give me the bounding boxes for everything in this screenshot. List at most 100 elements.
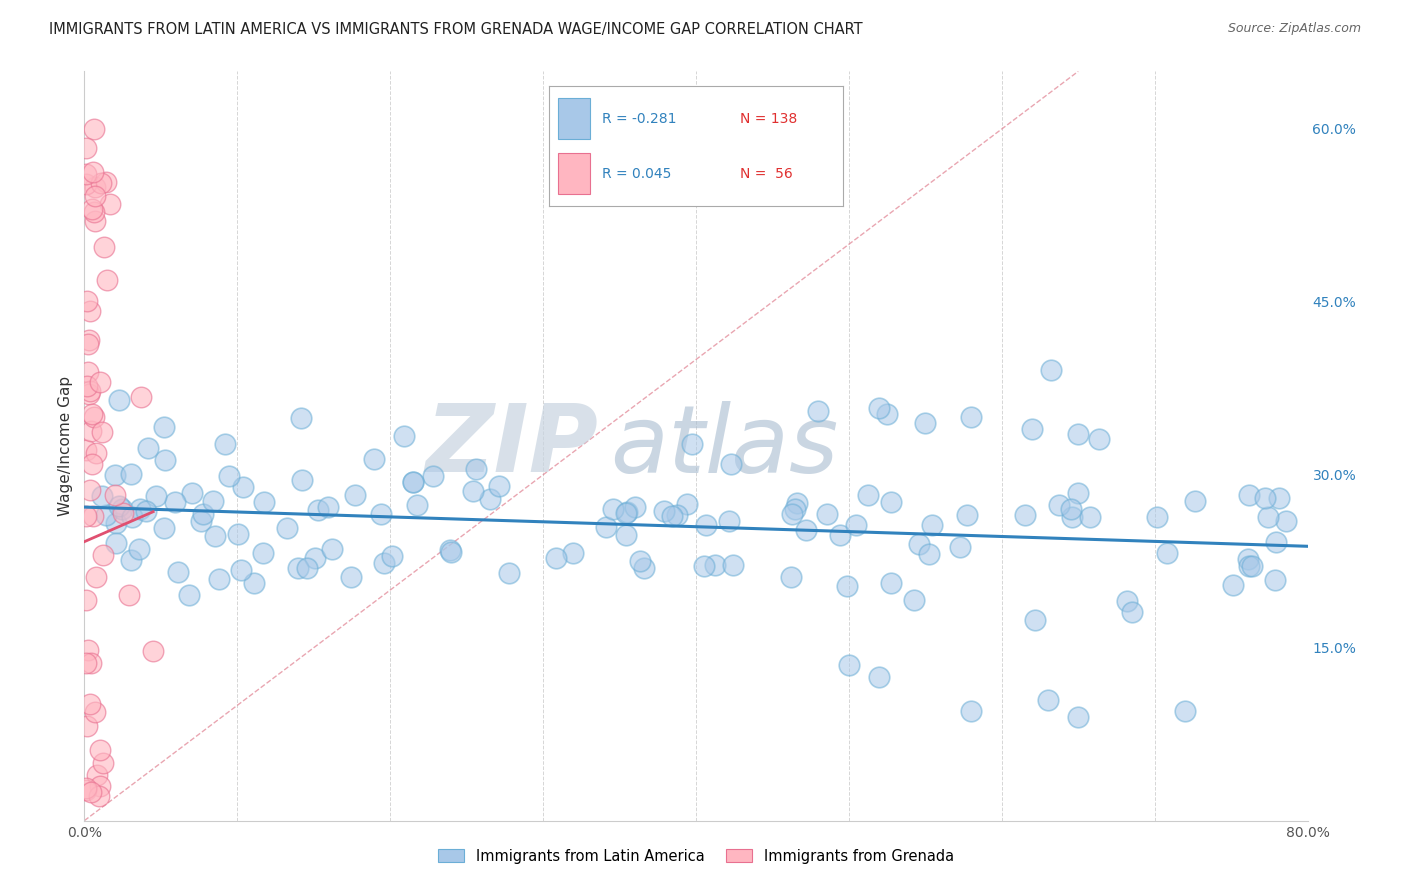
- Point: [1184, 494, 1206, 508]
- Point: [89, 742, 111, 756]
- Point: [960, 704, 983, 718]
- Point: [295, 561, 318, 575]
- Point: [914, 416, 936, 430]
- Point: [1257, 510, 1279, 524]
- Point: [82, 164, 104, 178]
- Point: [628, 554, 651, 568]
- Point: [720, 458, 742, 472]
- Point: [153, 420, 176, 434]
- Point: [876, 407, 898, 421]
- Point: [75, 780, 97, 795]
- Point: [498, 566, 520, 580]
- Point: [830, 528, 852, 542]
- Point: [815, 508, 838, 522]
- Point: [1222, 578, 1244, 592]
- Point: [108, 393, 131, 408]
- Point: [226, 527, 249, 541]
- Point: [704, 558, 727, 573]
- Point: [602, 502, 624, 516]
- Point: [1264, 573, 1286, 587]
- Point: [681, 436, 703, 450]
- Point: [84, 189, 107, 203]
- Point: [118, 588, 141, 602]
- Point: [316, 500, 339, 514]
- Point: [845, 517, 868, 532]
- Point: [488, 479, 510, 493]
- Point: [108, 499, 131, 513]
- Point: [908, 537, 931, 551]
- Y-axis label: Wage/Income Gap: Wage/Income Gap: [58, 376, 73, 516]
- Point: [1060, 509, 1083, 524]
- Point: [869, 401, 891, 415]
- Point: [229, 563, 252, 577]
- Point: [80, 425, 103, 439]
- Point: [111, 506, 134, 520]
- Point: [104, 488, 127, 502]
- Point: [406, 498, 429, 512]
- Point: [422, 469, 444, 483]
- Point: [595, 520, 617, 534]
- Point: [75, 508, 97, 523]
- Point: [120, 467, 142, 481]
- Point: [76, 365, 98, 379]
- Point: [949, 540, 972, 554]
- Text: Source: ZipAtlas.com: Source: ZipAtlas.com: [1227, 22, 1361, 36]
- Point: [142, 643, 165, 657]
- Point: [695, 517, 717, 532]
- Point: [76, 379, 98, 393]
- Point: [633, 561, 655, 575]
- Point: [135, 503, 157, 517]
- Point: [89, 789, 111, 804]
- Point: [82, 202, 104, 216]
- Point: [165, 495, 187, 509]
- Point: [190, 514, 212, 528]
- Point: [153, 452, 176, 467]
- Point: [76, 337, 98, 351]
- Point: [84, 446, 107, 460]
- Point: [439, 543, 461, 558]
- Point: [838, 658, 860, 673]
- Point: [960, 410, 983, 425]
- Point: [373, 557, 395, 571]
- Point: [661, 508, 683, 523]
- Point: [402, 475, 425, 489]
- Point: [75, 167, 97, 181]
- Point: [721, 558, 744, 573]
- Point: [1040, 362, 1063, 376]
- Point: [1146, 510, 1168, 524]
- Point: [1060, 502, 1083, 516]
- Point: [276, 521, 298, 535]
- Point: [128, 501, 150, 516]
- Point: [90, 176, 112, 190]
- Point: [869, 669, 891, 683]
- Point: [290, 411, 312, 425]
- Point: [91, 756, 114, 770]
- Point: [1254, 491, 1277, 505]
- Point: [1174, 704, 1197, 718]
- Point: [79, 698, 101, 712]
- Text: IMMIGRANTS FROM LATIN AMERICA VS IMMIGRANTS FROM GRENADA WAGE/INCOME GAP CORRELA: IMMIGRANTS FROM LATIN AMERICA VS IMMIGRA…: [49, 22, 863, 37]
- Point: [304, 551, 326, 566]
- Point: [77, 643, 100, 657]
- Point: [903, 593, 925, 607]
- Point: [76, 719, 98, 733]
- Point: [392, 428, 415, 442]
- Point: [89, 779, 111, 793]
- Point: [96, 272, 118, 286]
- Point: [880, 495, 903, 509]
- Point: [75, 657, 97, 671]
- Point: [343, 488, 366, 502]
- Point: [89, 375, 111, 389]
- Point: [77, 333, 100, 347]
- Point: [98, 197, 121, 211]
- Point: [75, 177, 97, 191]
- Point: [717, 514, 740, 528]
- Point: [75, 782, 97, 797]
- Point: [232, 479, 254, 493]
- Point: [138, 441, 160, 455]
- Point: [93, 240, 115, 254]
- Point: [921, 518, 943, 533]
- Point: [614, 528, 637, 542]
- Point: [562, 546, 585, 560]
- Point: [780, 508, 803, 522]
